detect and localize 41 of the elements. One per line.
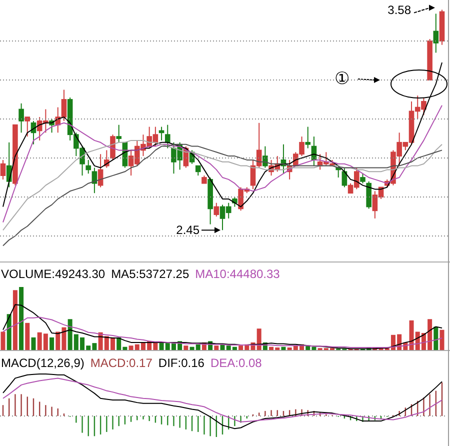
bar: [31, 337, 36, 350]
bar: [184, 346, 188, 350]
annotation: 3.58: [388, 2, 412, 17]
bar: [281, 346, 286, 350]
candlestick: [164, 124, 170, 149]
candlestick: [360, 173, 366, 184]
annotation: ①: [334, 69, 350, 88]
candlestick: [366, 180, 372, 210]
candlestick: [116, 124, 122, 143]
text: DIF:0.16: [158, 356, 205, 370]
candlestick: [24, 116, 30, 138]
bar: [12, 290, 18, 350]
candlestick: [110, 134, 116, 160]
candlestick: [214, 202, 220, 217]
candlestick: [0, 159, 6, 180]
candlestick: [158, 126, 164, 141]
annotation: 2.45: [176, 223, 200, 238]
candlestick: [433, 13, 439, 54]
bar: [0, 332, 6, 350]
candlestick: [92, 167, 98, 194]
candlestick: [262, 146, 268, 168]
candlestick: [18, 102, 24, 134]
text: MA5:53727.25: [111, 267, 190, 281]
bar: [434, 326, 438, 350]
candlestick: [305, 126, 311, 149]
bar: [25, 322, 30, 350]
text: DEA:0.08: [210, 356, 262, 370]
candlestick: [86, 159, 92, 174]
bar: [214, 346, 219, 350]
candlestick: [195, 165, 201, 176]
bar: [440, 330, 444, 350]
bar: [19, 287, 24, 350]
text: MACD:0.17: [90, 356, 153, 370]
candlestick: [98, 154, 104, 188]
bar: [256, 328, 262, 350]
chart-title: VOLUME:49243.30: [1, 267, 106, 281]
candlestick: [232, 196, 238, 208]
bar: [50, 337, 54, 350]
chart-title: MACD(12,26,9): [1, 356, 84, 370]
bar: [6, 314, 12, 350]
text: MA10:44480.33: [195, 267, 280, 281]
